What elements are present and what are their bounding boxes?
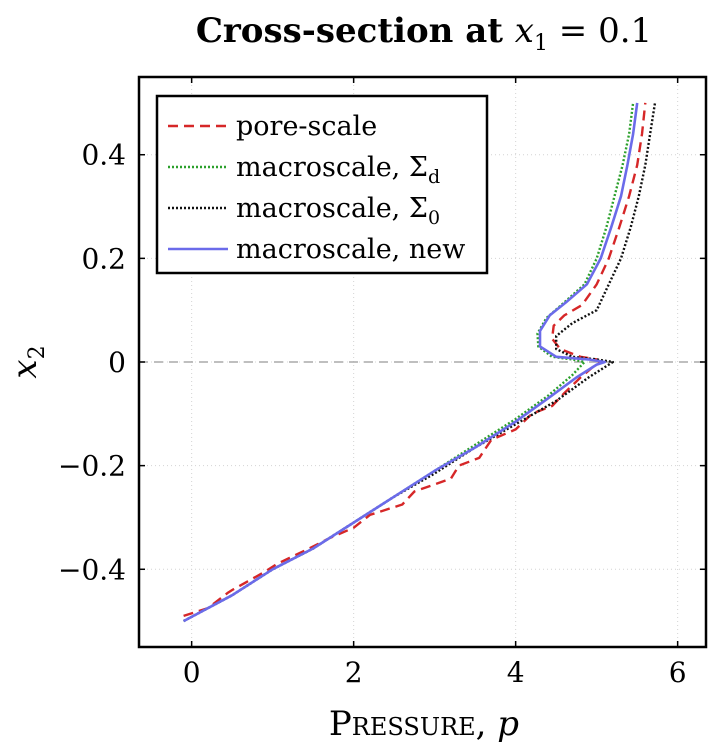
legend-label-0: pore-scale — [236, 111, 377, 142]
series-line-0 — [183, 102, 647, 618]
x-tick-label-1: 2 — [345, 656, 363, 689]
series-line-3 — [182, 102, 639, 623]
legend: pore-scale macroscale, Σd macroscale, Σ0 ma… — [155, 94, 489, 275]
x-tick-label-3: 6 — [669, 656, 687, 689]
x-tick-label-0: 0 — [183, 656, 201, 689]
y-tick-label-4: 0.4 — [81, 139, 126, 172]
x-tick-label-2: 4 — [507, 656, 525, 689]
chart-title: Cross-section at x1 = 0.1 — [196, 11, 652, 56]
y-tick-label-2: 0 — [108, 346, 126, 379]
ticks — [139, 77, 706, 647]
y-tick-label-0: −0.4 — [58, 553, 126, 586]
series-group — [182, 102, 657, 623]
y-tick-label-1: −0.2 — [58, 450, 126, 483]
legend-label-1: macroscale, Σd — [236, 152, 440, 188]
legend-label-2: macroscale, Σ0 — [236, 193, 440, 229]
x-axis-label: Pressure, p — [329, 704, 519, 744]
y-axis-label: x2 — [5, 345, 50, 378]
y-tick-label-3: 0.2 — [81, 242, 126, 275]
legend-box — [155, 94, 489, 275]
legend-label-3: macroscale, new — [236, 234, 465, 265]
tick-labels: 0 2 4 6 −0.4 −0.2 0 0.2 0.4 — [58, 139, 687, 689]
